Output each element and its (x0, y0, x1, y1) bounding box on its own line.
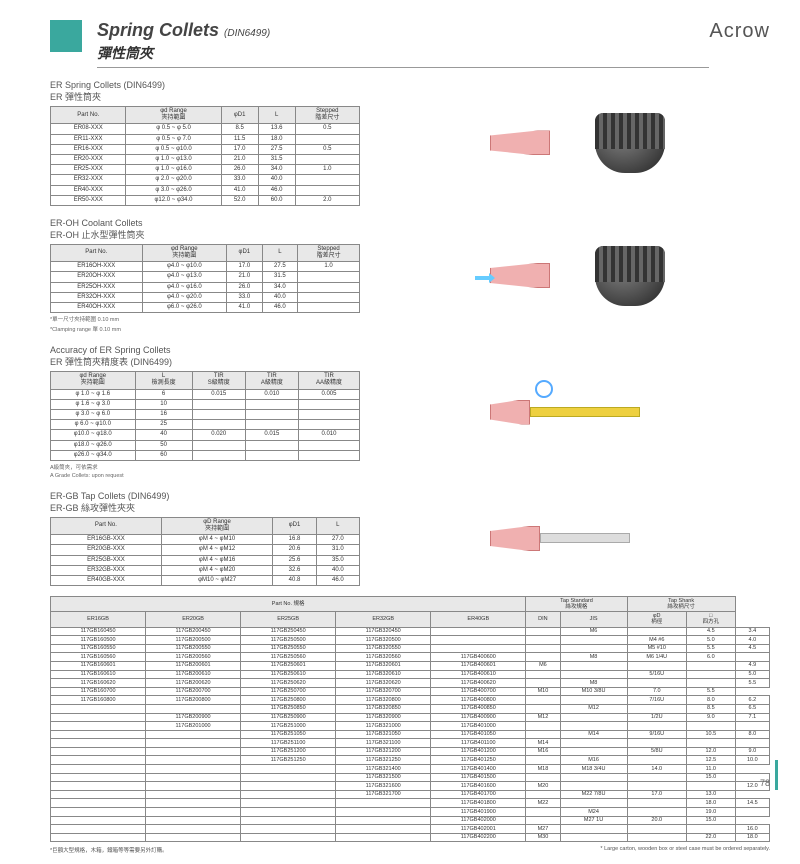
table-er-gb: Part No.φD Range夾持範圍φD1LER16GB-XXXφM 4 ~… (50, 517, 360, 586)
footer-note: *巨額大型規格，木箱，鐵箱等等需要另外訂購。 * Large carton, w… (50, 846, 770, 854)
sec2-note1: *單一尺寸夾持範圍 0.10 mm (50, 315, 360, 323)
page-accent-bar (775, 760, 778, 790)
sec3-note2: A Grade Collets: upon request (50, 473, 360, 479)
sec3-title-en: Accuracy of ER Spring Collets (50, 345, 360, 355)
collet-photo-2 (595, 246, 665, 306)
sec1-title-cn: ER 彈性筒夾 (50, 90, 360, 103)
diagram-er (485, 115, 585, 170)
section-er-gb: ER-GB Tap Collets (DIN6499) ER-GB 絲攻彈性夾夾… (50, 491, 770, 586)
brand-logo: Acrow (709, 20, 770, 43)
table-accuracy: φd Range夾持範圍L檢測長度TIRS級精度TIRA級精度TIRAA級精度φ… (50, 371, 360, 461)
title-en: Spring Collets (DIN6499) (97, 20, 709, 41)
sec4-title-cn: ER-GB 絲攻彈性夾夾 (50, 501, 360, 514)
diagram-er-oh (485, 248, 585, 303)
section-part-number: Part No. 規格Tap Standard絲攻規格Tap Shank絲攻柄尺… (50, 596, 770, 842)
page-number: 78 (760, 778, 770, 788)
section-er-oh: ER-OH Coolant Collets ER-OH 止水型彈性筒夾 Part… (50, 218, 770, 333)
table-part-numbers: Part No. 規格Tap Standard絲攻規格Tap Shank絲攻柄尺… (50, 596, 770, 842)
diagram-er-gb (485, 511, 665, 566)
page-header: Spring Collets (DIN6499) 彈性筒夾 Acrow (50, 20, 770, 68)
dial-gauge-icon (535, 380, 553, 398)
title-cn: 彈性筒夾 (97, 43, 709, 63)
section-er-spring: ER Spring Collets (DIN6499) ER 彈性筒夾 Part… (50, 80, 770, 206)
sec2-title-en: ER-OH Coolant Collets (50, 218, 360, 228)
collet-photo-1 (595, 113, 665, 173)
sec2-note2: *Clamping range 單 0.10 mm (50, 325, 360, 333)
sec1-title-en: ER Spring Collets (DIN6499) (50, 80, 360, 90)
diagram-accuracy (485, 385, 665, 440)
accent-square (50, 20, 82, 52)
sec3-title-cn: ER 彈性筒夾精度表 (DIN6499) (50, 355, 360, 368)
section-accuracy: Accuracy of ER Spring Collets ER 彈性筒夾精度表… (50, 345, 770, 479)
sec3-note1: A級筒夾，可依需求 (50, 463, 360, 471)
sec4-title-en: ER-GB Tap Collets (DIN6499) (50, 491, 360, 501)
table-er-oh: Part No.φd Range夾持範圍φD1LStepped階差尺寸ER16O… (50, 244, 360, 313)
sec2-title-cn: ER-OH 止水型彈性筒夾 (50, 228, 360, 241)
table-er-spring: Part No.φd Range夾持範圍φD1LStepped階差尺寸ER08-… (50, 106, 360, 206)
